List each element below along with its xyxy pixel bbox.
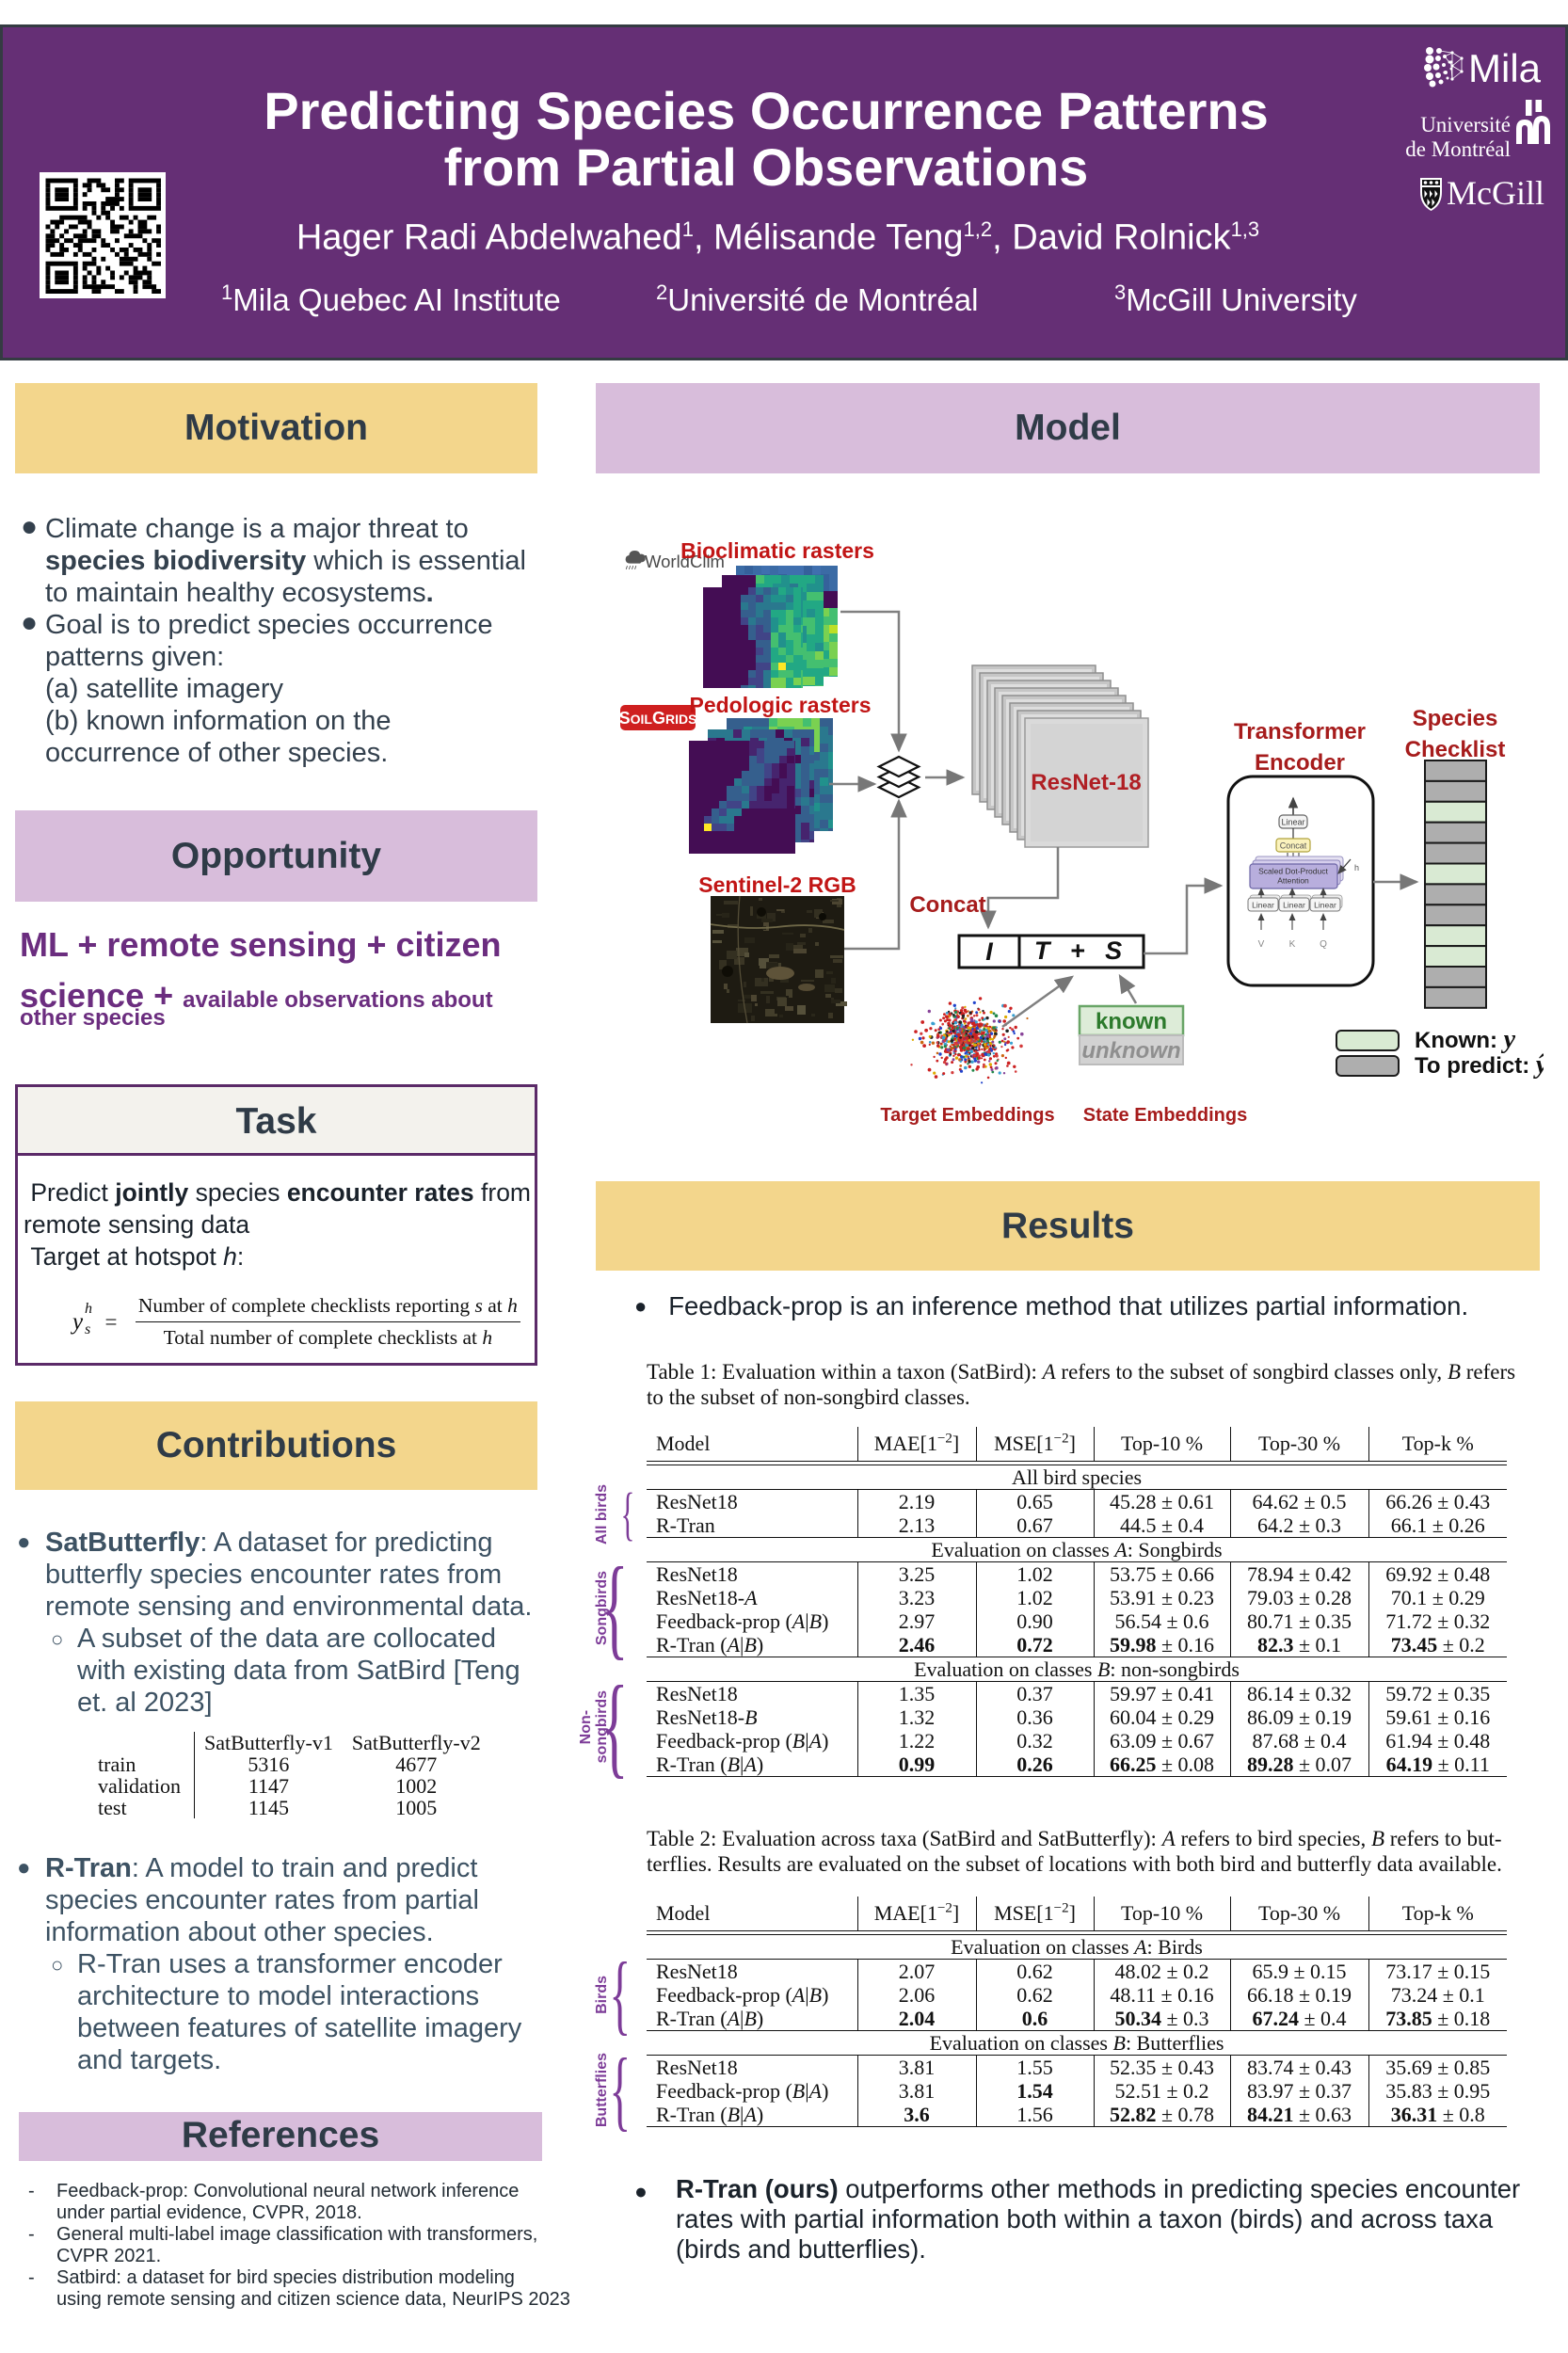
svg-text:Sentinel-2 RGB: Sentinel-2 RGB xyxy=(698,872,856,897)
svg-text:Scaled Dot-Product: Scaled Dot-Product xyxy=(1258,867,1328,876)
svg-text:Pedologic rasters: Pedologic rasters xyxy=(689,693,871,717)
svg-text:Linear: Linear xyxy=(1314,901,1336,910)
svg-text:Transformer: Transformer xyxy=(1234,719,1366,744)
svg-text:SOILGRIDS: SOILGRIDS xyxy=(619,709,697,728)
svg-text:Mila: Mila xyxy=(1468,47,1542,88)
svg-text:Encoder: Encoder xyxy=(1255,750,1345,776)
svg-text:Linear: Linear xyxy=(1281,818,1304,827)
svg-text:known: known xyxy=(1096,1009,1167,1034)
svg-text:h: h xyxy=(1354,863,1359,872)
svg-text:Checklist: Checklist xyxy=(1405,737,1506,762)
svg-text:I: I xyxy=(985,937,993,966)
svg-text:Species: Species xyxy=(1413,706,1498,731)
svg-text:Linear: Linear xyxy=(1283,901,1305,910)
svg-text:Q: Q xyxy=(1320,939,1327,950)
svg-text:Concat: Concat xyxy=(909,892,985,918)
svg-text:ResNet-18: ResNet-18 xyxy=(1031,770,1141,795)
svg-text:Bioclimatic rasters: Bioclimatic rasters xyxy=(680,538,874,563)
svg-text:To predict: ŷ: To predict: ŷ xyxy=(1415,1050,1544,1080)
svg-text:Concat: Concat xyxy=(1280,841,1307,851)
svg-text:K: K xyxy=(1289,939,1296,950)
svg-text:WorldClim: WorldClim xyxy=(645,552,725,571)
svg-text:unknown: unknown xyxy=(1081,1038,1180,1064)
svg-text:Target Embeddings: Target Embeddings xyxy=(880,1105,1054,1126)
svg-text:Attention: Attention xyxy=(1277,876,1309,886)
svg-text:Linear: Linear xyxy=(1252,901,1274,910)
svg-text:T + S: T + S xyxy=(1034,936,1128,965)
svg-text:State Embeddings: State Embeddings xyxy=(1083,1105,1247,1126)
svg-text:McGill: McGill xyxy=(1447,174,1544,212)
svg-text:Known: y: Known: y xyxy=(1415,1025,1516,1054)
svg-text:V: V xyxy=(1258,939,1265,950)
